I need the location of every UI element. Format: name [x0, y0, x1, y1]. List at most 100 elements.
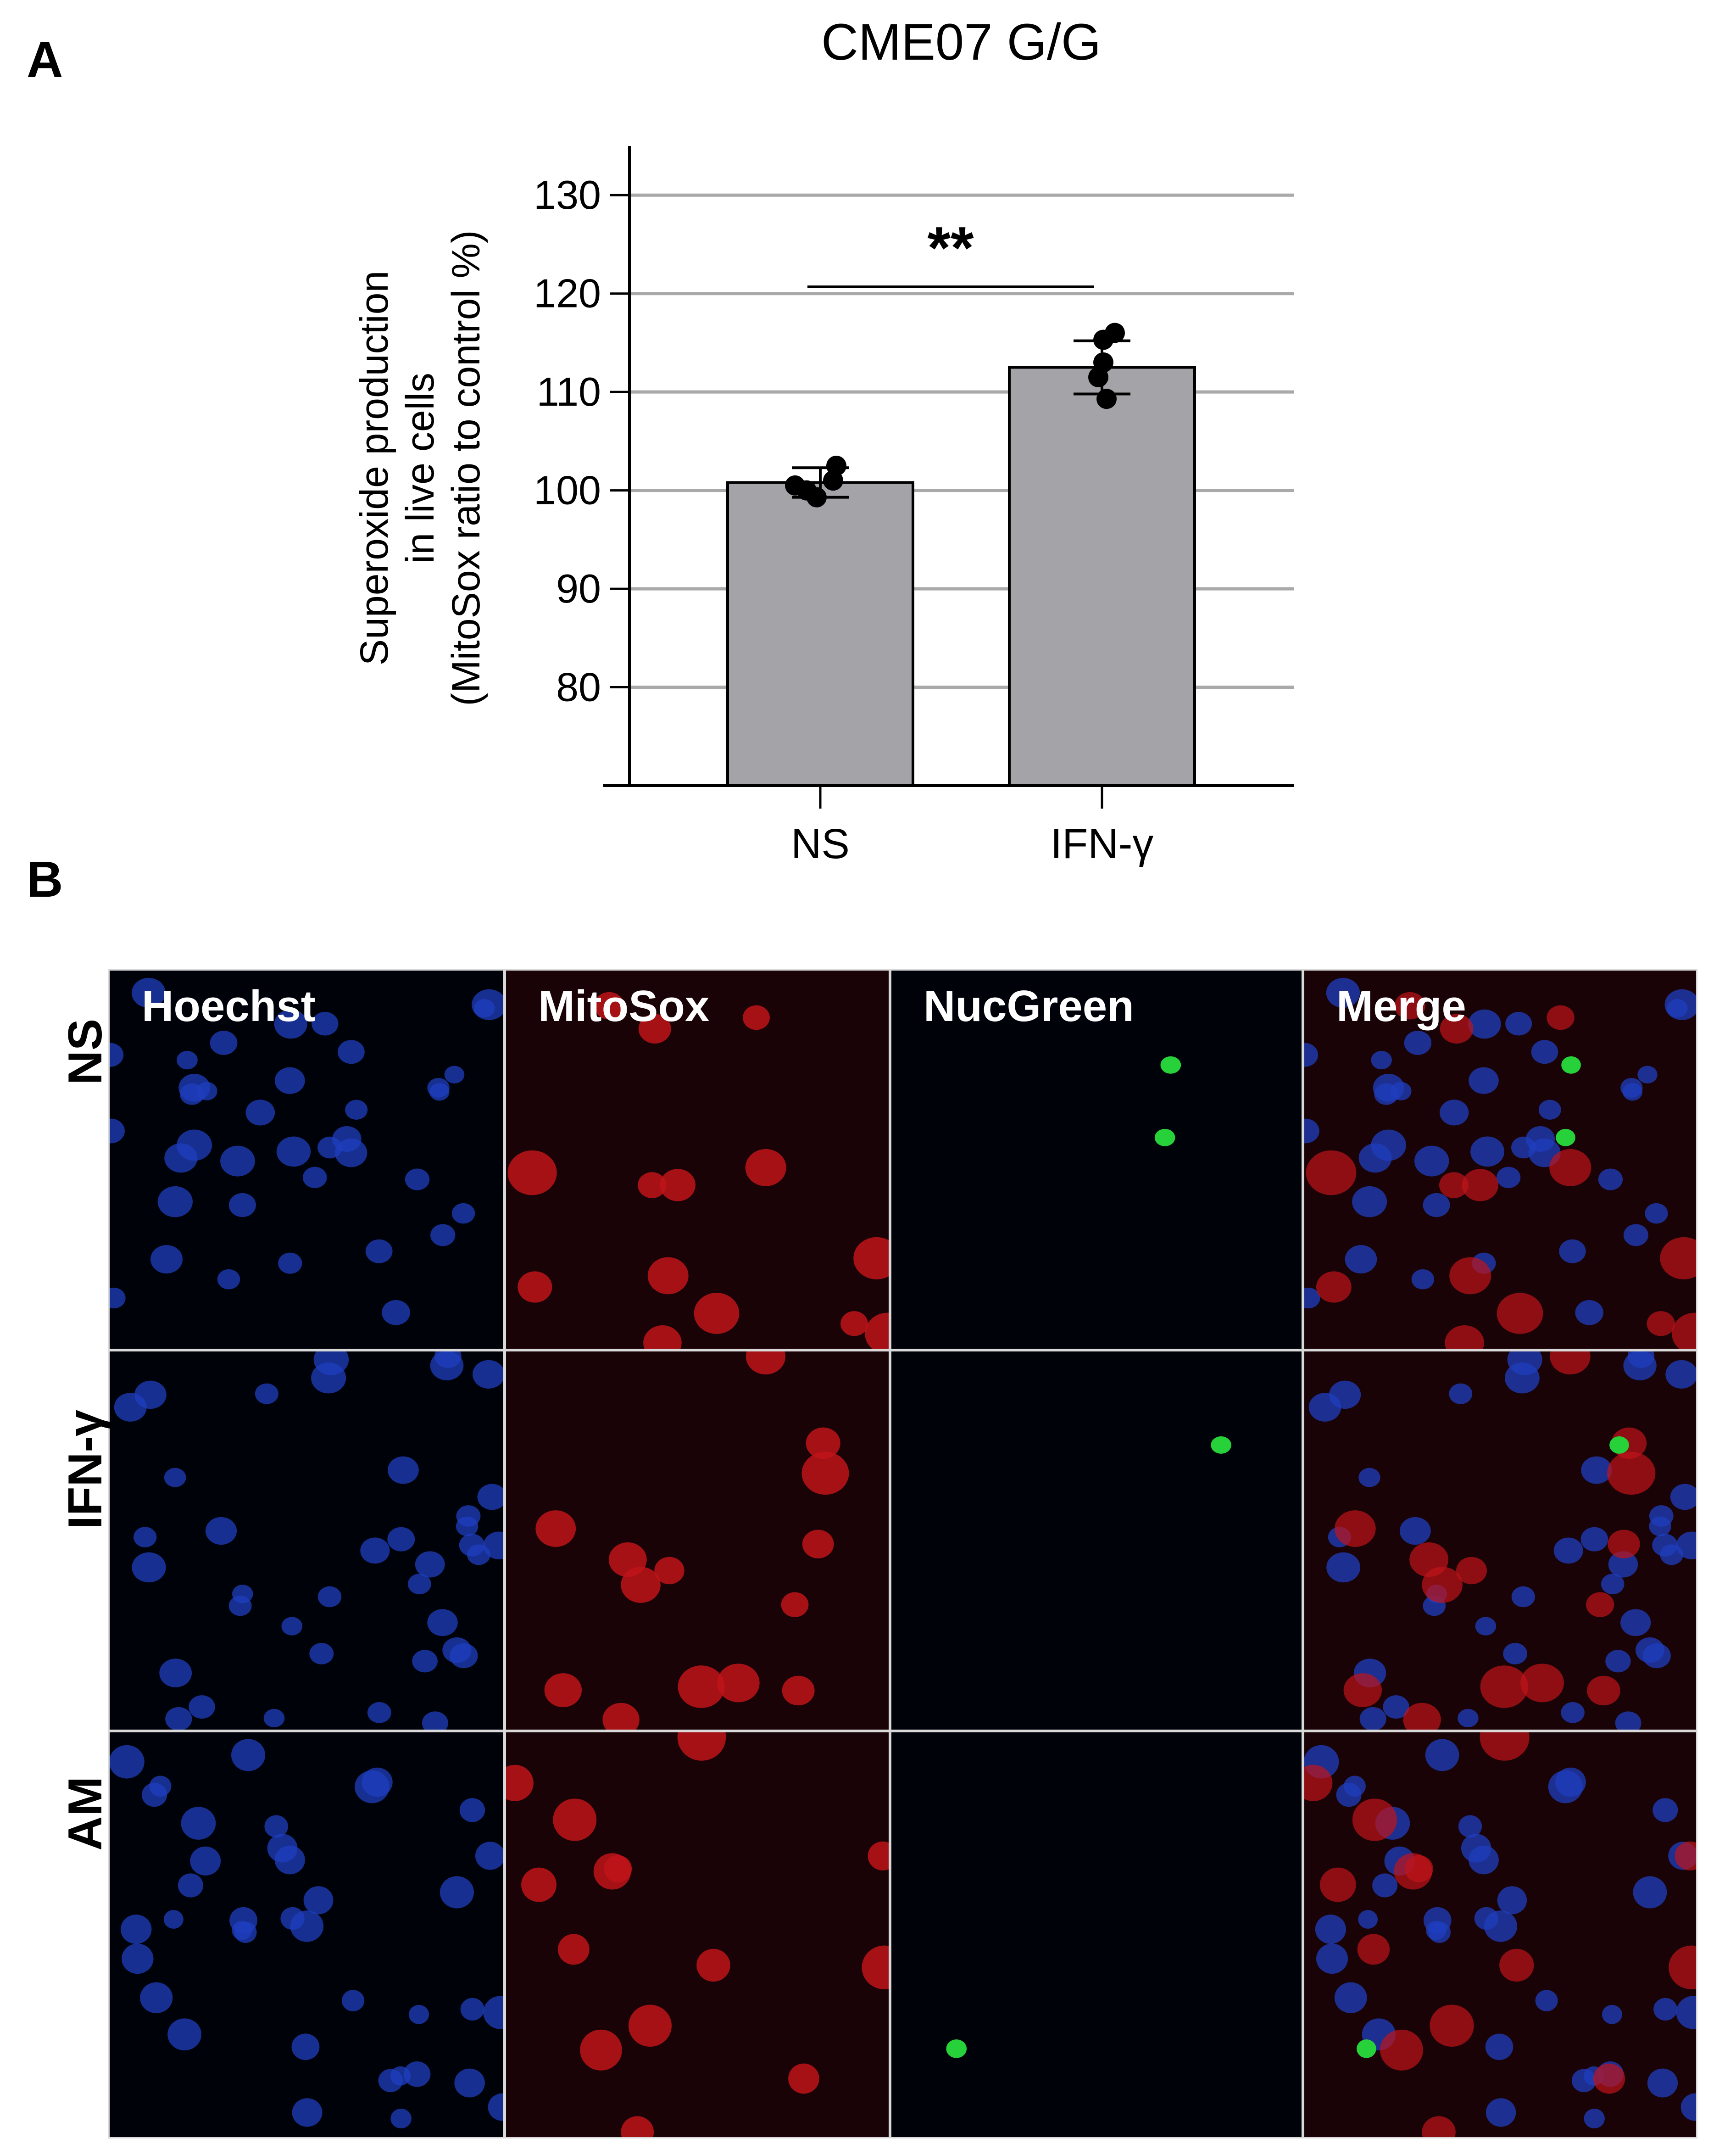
mitosox-cell: [696, 1948, 730, 1982]
y-axis-label: in live cells: [398, 373, 442, 564]
nucleus: [1601, 1574, 1625, 1595]
nucleus: [1496, 1167, 1521, 1189]
nucleus: [163, 1910, 184, 1929]
nucleus: [1304, 1287, 1320, 1309]
mitosox-cell: [1480, 1732, 1530, 1761]
nucleus: [274, 1067, 305, 1094]
nucleus: [1623, 1224, 1648, 1246]
mitosox-cell: [743, 1005, 770, 1030]
nucleus: [1605, 1650, 1631, 1673]
nucleus: [474, 999, 495, 1018]
micrograph-2-0: [108, 1731, 505, 2138]
nucleus: [132, 977, 166, 1008]
mitosox-cell: [1607, 1452, 1656, 1495]
mitosox-cell: [621, 2116, 654, 2137]
mitosox-cell: [1304, 1764, 1333, 1801]
nucgreen-cell: [1211, 1436, 1231, 1454]
mitosox-cell: [1449, 1257, 1491, 1295]
nucleus: [141, 1782, 167, 1807]
mitosox-cell: [643, 1325, 682, 1349]
nucleus: [267, 1834, 298, 1863]
mitosox-cell: [806, 1427, 840, 1459]
mitosox-cell: [788, 2063, 819, 2094]
nucleus: [1623, 1351, 1657, 1380]
nucleus: [1647, 2068, 1678, 2098]
nucleus: [245, 1100, 275, 1126]
nucleus: [341, 1990, 365, 2011]
background-tint: [506, 1732, 889, 2137]
micrograph-image: [1154, 1056, 1181, 1146]
micrograph-0-0: Hoechst: [108, 969, 505, 1350]
y-tick-label: 90: [556, 566, 601, 611]
nucleus: [1637, 1066, 1658, 1084]
nucleus: [1497, 1886, 1527, 1915]
micrograph-0-3: Merge: [1303, 969, 1697, 1350]
mitosox-cell: [594, 992, 624, 1020]
nucleus: [312, 1012, 339, 1036]
mitosox-cell: [781, 1592, 809, 1617]
nucgreen-cell: [1556, 1128, 1575, 1146]
nucleus: [382, 1300, 410, 1325]
nucleus: [1620, 1078, 1643, 1098]
nucleus: [1559, 1239, 1586, 1263]
mitosox-cell: [1334, 1510, 1376, 1547]
mitosox-cell: [1440, 1014, 1474, 1044]
nucleus: [1584, 2108, 1605, 2129]
micrograph-0-1: MitoSox: [505, 969, 890, 1350]
mitosox-cell: [1456, 1557, 1487, 1585]
mitosox-cell: [647, 1257, 689, 1295]
nucleus: [255, 1383, 278, 1404]
nucleus: [1642, 1643, 1671, 1669]
nucleus: [1602, 2004, 1622, 2024]
mitosox-cell: [1672, 1312, 1696, 1349]
mitosox-cell: [717, 1664, 760, 1703]
mitosox-cell: [1549, 1149, 1591, 1186]
x-tick-label: IFN-γ: [1051, 821, 1154, 867]
nucleus: [1372, 1873, 1398, 1898]
mitosox-cell: [1439, 1172, 1469, 1198]
nucleus: [1620, 1609, 1651, 1636]
mitosox-cell: [1480, 1665, 1528, 1708]
nucleus: [159, 1658, 192, 1687]
nucleus: [1665, 1360, 1696, 1389]
nucleus: [450, 1643, 478, 1669]
x-tick-label: NS: [791, 821, 850, 867]
mitosox-cell: [1520, 1664, 1564, 1703]
nucleus: [387, 1527, 415, 1552]
mitosox-cell: [1422, 1567, 1463, 1603]
nucleus: [177, 1050, 198, 1070]
y-tick-label: 100: [534, 468, 601, 513]
y-tick-label: 130: [534, 172, 601, 218]
mitosox-cell: [638, 1014, 671, 1044]
nucleus: [360, 1537, 390, 1564]
mitosox-cell: [678, 1665, 725, 1708]
nucleus: [1505, 1362, 1540, 1394]
mitosox-cell: [1445, 1325, 1484, 1349]
nucleus: [1391, 1082, 1412, 1100]
nucleus: [1608, 1551, 1638, 1578]
nucleus: [1304, 1043, 1319, 1067]
nucleus: [317, 1136, 342, 1159]
y-axis-label: Superoxide production: [352, 271, 396, 666]
nucleus: [408, 2004, 429, 2024]
nucleus: [1475, 1617, 1497, 1636]
mitosox-cell: [1394, 992, 1425, 1020]
nucleus: [274, 1009, 307, 1039]
nucleus: [459, 1798, 485, 1822]
nucleus: [451, 1203, 475, 1224]
nucleus: [1425, 1739, 1459, 1771]
nucleus: [165, 1707, 192, 1730]
mitosox-cell: [638, 1172, 667, 1198]
nucleus: [190, 1846, 221, 1876]
nucleus: [276, 1136, 311, 1167]
mitosox-cell: [621, 1567, 661, 1603]
nucleus: [430, 1224, 456, 1246]
nucleus: [120, 1915, 152, 1944]
nucleus: [1334, 1982, 1367, 2013]
nucleus: [1411, 1269, 1434, 1290]
nucleus: [1326, 1552, 1361, 1583]
nucgreen-cell: [1160, 1056, 1181, 1074]
mitosox-cell: [1319, 1867, 1356, 1902]
nucleus: [196, 1082, 217, 1100]
micrograph-image: [946, 2039, 967, 2058]
